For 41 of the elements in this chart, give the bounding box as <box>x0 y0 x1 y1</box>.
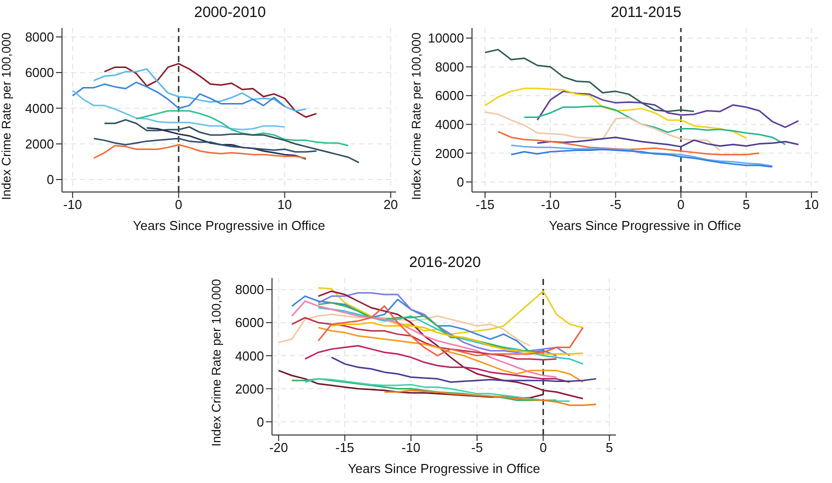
y-tick-label: 8000 <box>25 30 54 45</box>
y-tick-label: 2000 <box>25 136 54 152</box>
x-tick-label: -5 <box>471 440 483 456</box>
x-tick-label: 0 <box>677 197 685 212</box>
x-axis-title: Years Since Progressive in Office <box>132 218 326 233</box>
chart-title: 2011-2015 <box>610 4 682 21</box>
x-tick-label: 10 <box>804 197 819 212</box>
x-tick-label: -5 <box>610 197 622 212</box>
y-tick-label: 0 <box>256 414 264 430</box>
chart-title: 2016-2020 <box>408 254 482 271</box>
y-tick-label: 0 <box>46 172 54 188</box>
x-tick-label: 0 <box>175 197 182 212</box>
x-tick-label: 0 <box>540 440 547 456</box>
x-tick-label: -20 <box>269 440 288 456</box>
y-tick-label: 2000 <box>235 381 264 396</box>
x-axis-title: Years Since Progressive in Office <box>348 461 540 476</box>
y-tick-label: 2000 <box>435 146 464 161</box>
x-tick-label: 10 <box>277 197 292 212</box>
x-tick-label: -10 <box>402 440 420 456</box>
y-tick-label: 4000 <box>25 100 54 116</box>
y-tick-label: 4000 <box>235 348 264 364</box>
y-axis-title: Index Crime Rate per 100,000 <box>409 32 424 200</box>
y-tick-label: 4000 <box>435 117 464 132</box>
y-tick-label: 6000 <box>435 88 464 104</box>
y-tick-label: 6000 <box>235 315 264 330</box>
x-tick-label: 20 <box>383 197 398 212</box>
x-tick-label: 5 <box>606 440 613 456</box>
y-tick-label: 10000 <box>428 30 464 46</box>
y-axis-title: Index Crime Rate per 100,000 <box>0 32 14 200</box>
y-tick-label: 6000 <box>25 65 54 80</box>
y-tick-label: 0 <box>456 174 464 190</box>
x-tick-label: -10 <box>63 197 82 212</box>
x-tick-label: -15 <box>476 197 494 212</box>
x-tick-label: -15 <box>335 440 354 456</box>
x-tick-label: -10 <box>540 197 560 212</box>
x-tick-label: 5 <box>742 197 750 212</box>
y-axis-title: Index Crime Rate per 100,000 <box>209 278 224 446</box>
x-axis-title: Years Since Progressive in Office <box>548 218 742 233</box>
chart-title: 2000-2010 <box>193 4 267 21</box>
y-tick-label: 8000 <box>235 282 264 298</box>
y-tick-label: 8000 <box>435 59 464 74</box>
